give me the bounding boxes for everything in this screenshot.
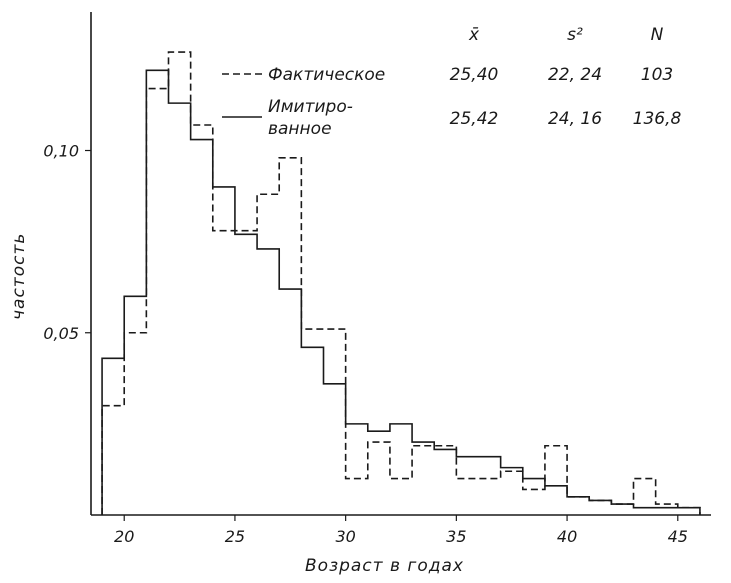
- series-simulated-bar: [678, 508, 700, 515]
- x-tick-label: 20: [114, 527, 134, 546]
- x-tick-label: 45: [668, 527, 688, 546]
- series-simulated-bar: [412, 442, 434, 515]
- legend-label-simulated: Имитиро-: [268, 97, 353, 117]
- series-simulated-bar: [479, 457, 501, 515]
- series-simulated-bar: [324, 384, 346, 515]
- series-simulated-bar: [656, 508, 678, 515]
- series-simulated-bar: [346, 424, 368, 515]
- stat-count: 136,8: [633, 109, 682, 129]
- stat-mean: 25,42: [450, 109, 499, 129]
- stat-mean: 25,40: [450, 65, 499, 85]
- x-axis-title: Возраст в годах: [305, 556, 464, 576]
- y-tick-label: 0,05: [43, 324, 79, 343]
- legend: x̄ s² N Фактическое Имитиро-ванное 25,40 22, 2…: [222, 25, 682, 139]
- series-simulated-bar: [279, 289, 301, 515]
- axes: [90, 12, 711, 516]
- series-simulated-bar: [589, 500, 611, 515]
- histogram-series: [101, 51, 701, 515]
- series-simulated-bar: [146, 70, 168, 515]
- series-simulated-bar: [545, 486, 567, 515]
- stat-variance: 24, 16: [548, 109, 602, 129]
- series-simulated-bar: [390, 424, 412, 515]
- legend-label-simulated: ванное: [268, 119, 332, 139]
- stats-header: x̄: [468, 25, 480, 45]
- stat-count: 103: [641, 65, 673, 85]
- stat-variance: 22, 24: [548, 65, 602, 85]
- series-simulated: [101, 69, 701, 515]
- x-tick-label: 30: [335, 527, 355, 546]
- stats-header: N: [651, 25, 664, 45]
- series-simulated-bar: [235, 234, 257, 515]
- series-simulated-bar: [611, 504, 633, 515]
- stats-header: s²: [567, 25, 583, 45]
- series-simulated-bar: [501, 468, 523, 515]
- series-simulated-bar: [169, 103, 191, 515]
- series-simulated-bar: [102, 358, 124, 515]
- series-simulated-bar: [213, 187, 235, 515]
- y-axis-title: частость: [9, 232, 29, 320]
- tick-labels: 20 25 30 35 40 45 0,05 0,10: [43, 142, 688, 546]
- series-simulated-bar: [368, 431, 390, 515]
- legend-label-actual: Фактическое: [268, 65, 385, 85]
- series-simulated-bar: [567, 497, 589, 515]
- y-tick-label: 0,10: [43, 142, 79, 161]
- x-tick-label: 40: [557, 527, 577, 546]
- x-tick-label: 25: [225, 527, 245, 546]
- series-simulated-bar: [191, 140, 213, 515]
- series-simulated-bar: [634, 508, 656, 515]
- series-simulated-bar: [124, 296, 146, 515]
- series-simulated-bar: [523, 479, 545, 515]
- series-simulated-bar: [257, 249, 279, 515]
- series-simulated-bar: [434, 449, 456, 515]
- series-simulated-bar: [301, 347, 323, 515]
- series-simulated-bar: [456, 457, 478, 515]
- x-tick-label: 35: [446, 527, 466, 546]
